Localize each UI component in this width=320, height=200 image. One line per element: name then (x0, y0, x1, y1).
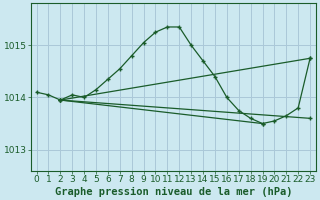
X-axis label: Graphe pression niveau de la mer (hPa): Graphe pression niveau de la mer (hPa) (55, 186, 292, 197)
